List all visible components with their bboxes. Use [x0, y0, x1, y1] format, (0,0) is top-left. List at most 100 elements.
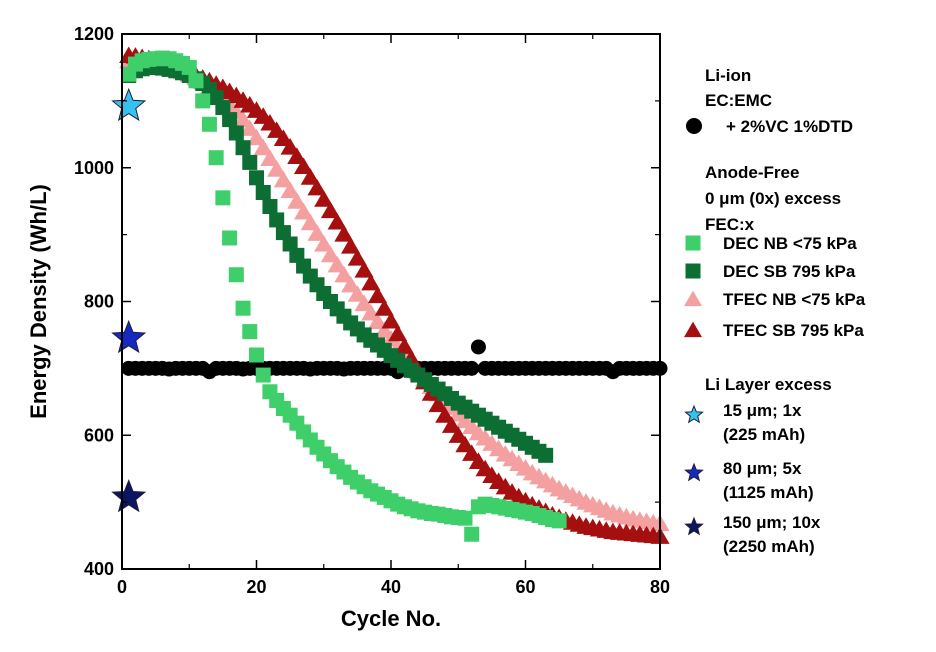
data-point-triangle	[334, 224, 354, 242]
x-tick-label: 20	[246, 577, 266, 597]
data-point-triangle	[374, 299, 394, 316]
data-point-triangle	[448, 426, 468, 443]
legend-group-title: 0 μm (0x) excess	[705, 189, 841, 208]
data-point-square	[228, 125, 244, 141]
tick-labels: 0 20 40 60 80 400 600 800 1000 1200	[74, 24, 670, 597]
data-point-triangle	[347, 249, 367, 266]
legend-marker-square	[685, 235, 701, 251]
series-3	[119, 51, 670, 532]
x-tick-label: 80	[650, 577, 670, 597]
legend-marker-triangle	[684, 290, 702, 307]
data-point-square	[201, 116, 217, 132]
data-point-square	[222, 112, 238, 128]
legend-entry-label: 150 μm; 10x	[723, 513, 821, 532]
series-4	[119, 46, 670, 544]
legend-entry-label: (2250 mAh)	[723, 537, 815, 556]
x-axis-title: Cycle No.	[341, 606, 441, 631]
data-point-triangle	[280, 181, 300, 199]
data-point-triangle	[341, 237, 361, 254]
data-point-star	[111, 479, 147, 513]
data-point-circle	[470, 339, 486, 355]
legend-group-title: EC:EMC	[705, 91, 772, 110]
x-tick-label: 40	[381, 577, 401, 597]
data-point-triangle	[327, 212, 347, 230]
series-5	[111, 87, 147, 122]
legend-entry-label: 15 μm; 1x	[723, 401, 802, 420]
data-point-triangle	[334, 265, 354, 283]
legend-group-title: FEC:x	[705, 215, 755, 234]
data-point-square	[464, 526, 480, 542]
data-point-triangle	[246, 128, 267, 146]
data-point-square	[235, 300, 251, 316]
data-point-triangle	[287, 147, 307, 164]
data-point-triangle	[293, 157, 314, 175]
data-point-square	[235, 140, 251, 156]
data-point-square	[282, 236, 298, 252]
data-point-triangle	[341, 275, 361, 293]
legend-entry-label: DEC SB 795 kPa	[723, 262, 856, 281]
legend-marker-triangle	[684, 321, 702, 338]
data-point-square	[249, 347, 264, 363]
legend-marker-square	[685, 263, 701, 279]
data-point-triangle	[367, 286, 388, 304]
data-point-square	[215, 190, 231, 206]
data-point-triangle	[327, 255, 347, 273]
data-point-triangle	[300, 213, 320, 231]
data-point-square	[262, 199, 278, 215]
data-point-square	[249, 170, 264, 186]
series-6	[111, 319, 147, 354]
y-axis-title: Energy Density (Wh/L)	[26, 184, 51, 419]
data-point-triangle	[354, 294, 374, 312]
x-tick-label: 60	[515, 577, 535, 597]
legend-marker-star	[684, 516, 704, 536]
series-7	[111, 479, 147, 513]
y-tick-label: 600	[84, 425, 114, 445]
legend-entry-label: 80 μm; 5x	[723, 459, 802, 478]
data-point-triangle	[280, 138, 300, 155]
x-tick-label: 0	[117, 577, 127, 597]
legend-entry-label: DEC NB <75 kPa	[723, 234, 857, 253]
data-point-square	[255, 184, 271, 200]
data-point-triangle	[287, 192, 307, 209]
data-point-square	[195, 93, 211, 109]
legend-entry-label: TFEC NB <75 kPa	[723, 290, 866, 309]
legend-entry-label: (225 mAh)	[723, 425, 805, 444]
legend-group-title: Li Layer excess	[705, 375, 832, 394]
data-point-triangle	[307, 224, 327, 241]
data-point-triangle	[293, 202, 314, 220]
data-point-triangle	[300, 168, 320, 185]
y-tick-label: 800	[84, 292, 114, 312]
plot-frame	[121, 33, 661, 570]
data-point-triangle	[361, 273, 381, 291]
y-tick-label: 1200	[74, 24, 114, 44]
legend-entry-label: + 2%VC 1%DTD	[726, 117, 853, 136]
data-point-square	[242, 154, 258, 170]
data-point-star	[111, 87, 147, 122]
data-point-triangle	[240, 119, 260, 136]
data-point-square	[551, 513, 567, 529]
data-point-square	[215, 100, 231, 116]
data-point-circle	[464, 360, 480, 376]
data-point-triangle	[260, 149, 280, 167]
data-point-triangle	[267, 160, 287, 177]
data-point-square	[255, 367, 271, 383]
legend-group-title: Anode-Free	[705, 163, 799, 182]
data-point-triangle	[307, 178, 327, 196]
data-point-square	[457, 510, 473, 526]
data-point-triangle	[320, 201, 341, 219]
data-point-square	[208, 150, 224, 166]
data-point-square	[228, 267, 244, 283]
legend-entry-label: TFEC SB 795 kPa	[723, 321, 864, 340]
data-marks	[111, 46, 670, 544]
data-point-square	[188, 73, 204, 89]
data-point-triangle	[428, 395, 448, 413]
data-point-triangle	[441, 416, 462, 433]
legend-marker-star	[684, 404, 704, 424]
axis-ticks	[121, 33, 661, 570]
data-point-triangle	[381, 311, 401, 329]
data-point-triangle	[253, 138, 273, 156]
data-point-triangle	[320, 245, 341, 263]
data-point-triangle	[394, 337, 415, 354]
legend-marker-star	[684, 462, 704, 482]
